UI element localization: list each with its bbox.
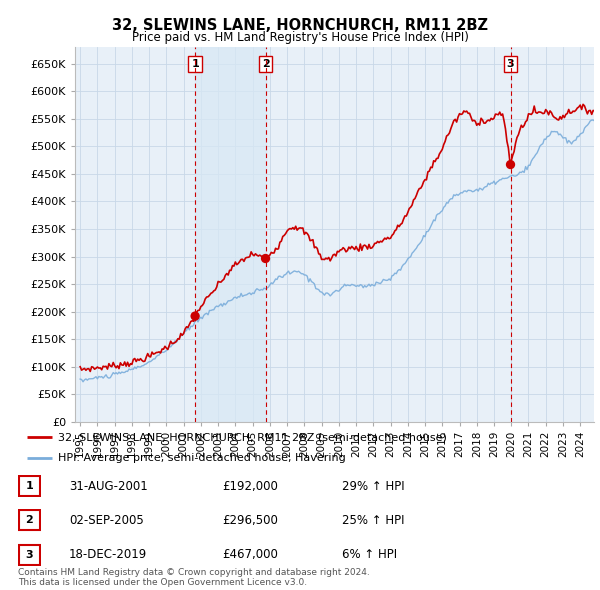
Text: 31-AUG-2001: 31-AUG-2001	[69, 480, 148, 493]
Text: 32, SLEWINS LANE, HORNCHURCH, RM11 2BZ (semi-detached house): 32, SLEWINS LANE, HORNCHURCH, RM11 2BZ (…	[58, 432, 446, 442]
FancyBboxPatch shape	[19, 545, 40, 565]
Text: 29% ↑ HPI: 29% ↑ HPI	[342, 480, 404, 493]
Text: £296,500: £296,500	[222, 514, 278, 527]
Text: Contains HM Land Registry data © Crown copyright and database right 2024.
This d: Contains HM Land Registry data © Crown c…	[18, 568, 370, 587]
Text: HPI: Average price, semi-detached house, Havering: HPI: Average price, semi-detached house,…	[58, 454, 346, 463]
Text: 1: 1	[191, 59, 199, 68]
Text: £192,000: £192,000	[222, 480, 278, 493]
Point	[190, 312, 200, 321]
Text: 18-DEC-2019: 18-DEC-2019	[69, 548, 147, 561]
Text: 3: 3	[506, 59, 514, 68]
Text: £467,000: £467,000	[222, 548, 278, 561]
Point	[506, 160, 515, 169]
Text: 1: 1	[26, 481, 33, 491]
Point	[261, 254, 271, 263]
FancyBboxPatch shape	[19, 510, 40, 530]
Text: 32, SLEWINS LANE, HORNCHURCH, RM11 2BZ: 32, SLEWINS LANE, HORNCHURCH, RM11 2BZ	[112, 18, 488, 32]
Text: 3: 3	[26, 550, 33, 559]
FancyBboxPatch shape	[19, 476, 40, 496]
Text: 6% ↑ HPI: 6% ↑ HPI	[342, 548, 397, 561]
Text: Price paid vs. HM Land Registry's House Price Index (HPI): Price paid vs. HM Land Registry's House …	[131, 31, 469, 44]
Text: 2: 2	[26, 516, 33, 525]
Text: 2: 2	[262, 59, 269, 68]
Text: 25% ↑ HPI: 25% ↑ HPI	[342, 514, 404, 527]
Bar	[195, 47, 266, 422]
Text: 02-SEP-2005: 02-SEP-2005	[69, 514, 144, 527]
